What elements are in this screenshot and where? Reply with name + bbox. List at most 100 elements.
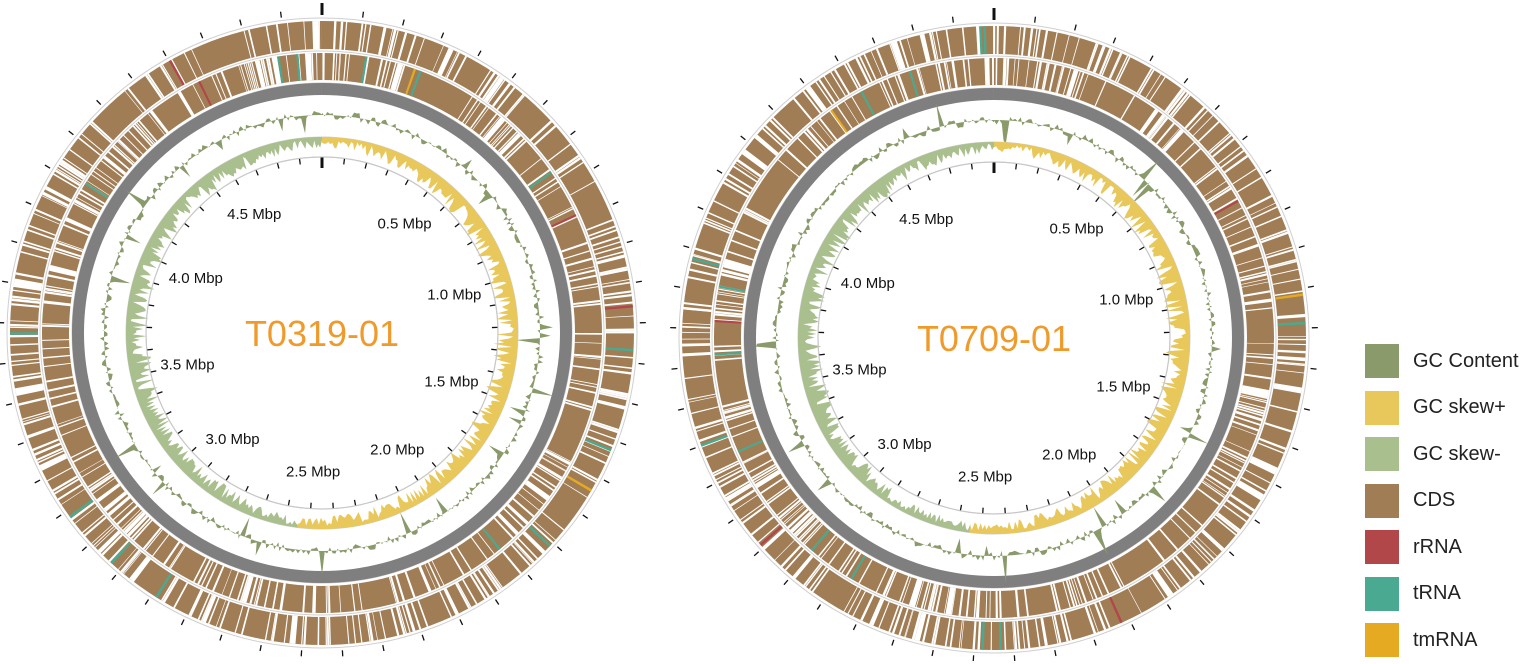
axis-tick — [256, 170, 258, 175]
axis-tick — [477, 262, 482, 264]
outer-tick — [145, 600, 148, 605]
axis-tick — [461, 430, 466, 433]
axis-tick — [880, 467, 884, 471]
axis-tick — [1077, 185, 1080, 190]
tick-label: 4.5 Mbp — [899, 211, 953, 228]
axis-tick — [405, 180, 408, 185]
outer-tick — [128, 73, 132, 78]
legend-item-tmrna: tmRNA — [1365, 617, 1530, 664]
outer-tick — [1304, 409, 1310, 410]
axis-tick — [972, 164, 973, 169]
axis-tick — [1058, 175, 1060, 180]
axis-tick — [1026, 505, 1027, 510]
axis-tick — [208, 462, 212, 466]
axis-tick — [1162, 310, 1167, 311]
axis-tick — [819, 354, 824, 355]
tick-label: 2.5 Mbp — [286, 464, 340, 481]
tick-label: 1.5 Mbp — [1096, 379, 1150, 396]
outer-tick — [543, 100, 547, 104]
outer-tick — [281, 12, 282, 18]
outer-tick — [683, 246, 689, 248]
legend-item-gc-skew-positive: GC skew+ — [1365, 385, 1530, 432]
outer-tick — [872, 38, 874, 44]
axis-tick — [490, 305, 495, 306]
outer-tick — [583, 515, 588, 518]
axis-tick — [864, 452, 868, 456]
outer-tick — [1229, 552, 1233, 556]
axis-tick — [823, 376, 828, 377]
tick-label: 2.0 Mbp — [1042, 447, 1096, 464]
axis-tick — [1127, 229, 1131, 232]
axis-tick — [949, 168, 950, 173]
outer-tick — [69, 131, 74, 135]
axis-tick — [267, 494, 269, 499]
axis-tick — [908, 185, 911, 190]
axis-tick — [432, 462, 436, 466]
outer-tick — [800, 78, 804, 83]
axis-tick — [850, 435, 855, 438]
outer-tick — [853, 625, 856, 630]
outer-tick — [671, 369, 677, 370]
axis-tick — [157, 392, 162, 394]
outer-tick — [728, 520, 733, 523]
axis-tick — [485, 283, 490, 285]
outer-tick — [200, 33, 202, 39]
tick-label: 0.5 Mbp — [377, 215, 431, 232]
axis-tick — [1037, 168, 1038, 173]
outer-tick — [1132, 625, 1135, 630]
axis-tick — [149, 305, 154, 306]
axis-tick — [939, 499, 941, 504]
outer-tick — [1243, 136, 1248, 140]
outer-tick — [892, 640, 894, 646]
axis-tick — [872, 212, 876, 216]
axis-tick — [1104, 467, 1108, 471]
outer-tick — [1292, 448, 1298, 450]
axis-tick — [1112, 212, 1116, 216]
axis-tick — [857, 229, 861, 232]
tick-label: 2.0 Mbp — [370, 442, 424, 459]
axis-tick — [838, 417, 843, 420]
outer-tick — [1311, 369, 1317, 370]
axis-tick — [1139, 247, 1144, 250]
legend-item-rrna: rRNA — [1365, 524, 1530, 571]
outer-tick — [163, 51, 166, 56]
axis-tick — [1160, 376, 1165, 377]
outer-tick — [784, 580, 788, 585]
axis-tick — [1120, 452, 1124, 456]
outer-tick — [478, 51, 481, 56]
axis-tick — [440, 207, 444, 211]
axis-tick — [1048, 499, 1050, 504]
axis-tick — [1016, 164, 1017, 169]
outer-tick — [1285, 207, 1290, 209]
legend-label: tRNA — [1413, 582, 1461, 605]
rrna-swatch — [1365, 530, 1399, 564]
outer-tick — [690, 448, 696, 450]
outer-tick — [1184, 78, 1188, 83]
outer-tick — [1299, 246, 1305, 248]
outer-tick — [1167, 605, 1170, 610]
axis-tick — [829, 397, 834, 399]
outer-tick — [1055, 650, 1056, 656]
axis-tick — [448, 447, 452, 451]
axis-tick — [386, 170, 388, 175]
outer-tick — [1308, 286, 1314, 287]
tick-label: 0.5 Mbp — [1049, 220, 1103, 237]
axis-tick — [185, 224, 189, 227]
outer-tick — [1075, 25, 1077, 31]
axis-tick — [178, 430, 183, 433]
gc-skew-positive-swatch — [1365, 391, 1399, 425]
axis-tick — [396, 486, 398, 491]
axis-tick — [151, 371, 156, 372]
outer-tick — [698, 207, 703, 209]
outer-tick — [1150, 56, 1153, 61]
outer-tick — [620, 443, 626, 445]
legend-item-cds: CDS — [1365, 478, 1530, 525]
outer-tick — [632, 404, 638, 405]
genome-title: T0319-01 — [245, 313, 399, 354]
outer-tick — [45, 165, 50, 168]
tick-label: 3.0 Mbp — [877, 436, 931, 453]
outer-tick — [2, 281, 8, 282]
legend-item-gc-skew-negative: GC skew- — [1365, 431, 1530, 478]
